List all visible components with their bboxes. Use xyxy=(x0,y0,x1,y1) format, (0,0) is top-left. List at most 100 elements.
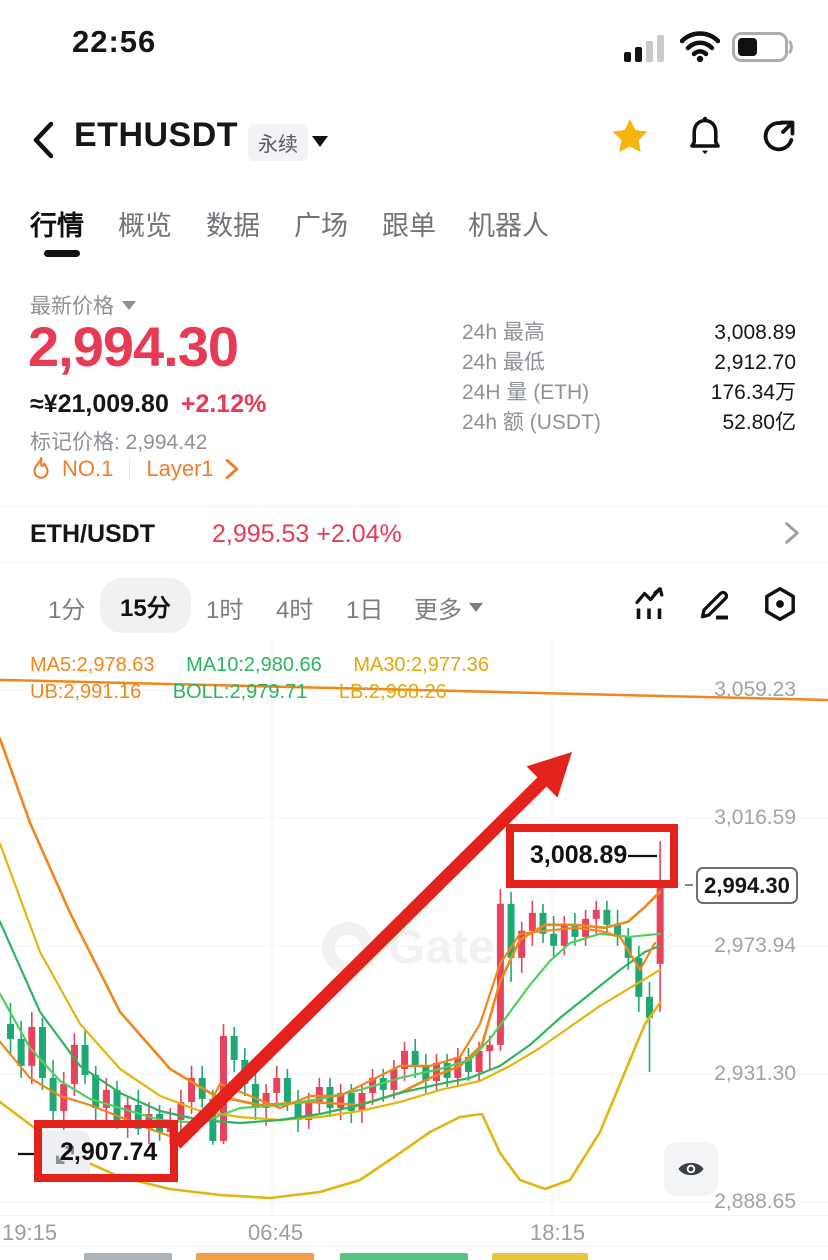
wifi-icon xyxy=(680,31,720,62)
candlestick-canvas[interactable] xyxy=(0,640,828,1215)
stat-row-volume: 24H 量 (ETH) 176.34万 xyxy=(462,378,796,408)
divider xyxy=(129,458,131,480)
clipped-legend-token xyxy=(196,1253,314,1260)
stat-label: 24h 最高 xyxy=(462,321,545,344)
stat-value: 2,912.70 xyxy=(714,351,796,374)
resize-arrows-icon xyxy=(56,1146,74,1164)
chart-settings-icon[interactable] xyxy=(762,586,798,622)
ma5-value: MA5:2,978.63 xyxy=(30,654,155,676)
x-axis-label: 18:15 xyxy=(530,1220,586,1245)
mark-price: 标记价格: 2,994.42 xyxy=(30,431,208,454)
stat-row-high: 24h 最高 3,008.89 xyxy=(462,318,796,348)
chart-tools xyxy=(634,586,798,622)
draw-pencil-icon[interactable] xyxy=(698,586,734,622)
spot-price: 2,995.53 xyxy=(212,520,310,548)
trend-arrow-shaft xyxy=(171,775,549,1149)
spot-row-link[interactable] xyxy=(784,520,800,551)
price-chart[interactable]: Gate MA5:2,978.63 MA10:2,980.66 MA30:2,9… xyxy=(0,640,828,1215)
tf-4h[interactable]: 4时 xyxy=(276,597,314,624)
clipped-legend-token xyxy=(340,1253,468,1260)
change-percent: +2.12% xyxy=(180,390,267,418)
fiat-price-row: ≈¥21,009.80 +2.12% xyxy=(30,390,266,419)
gate-watermark: Gate xyxy=(311,910,495,985)
clipped-legend-token xyxy=(492,1253,588,1260)
last-price-label: 最新价格 xyxy=(30,295,114,318)
ma-legend-row[interactable]: MA5:2,978.63 MA10:2,980.66 MA30:2,977.36 xyxy=(30,654,515,677)
last-price-selector[interactable]: 最新价格 xyxy=(30,290,136,320)
stat-label: 24h 最低 xyxy=(462,351,545,374)
stat-value: 176.34万 xyxy=(710,381,796,404)
tab-overview[interactable]: 概览 xyxy=(118,211,172,241)
stat-value: 52.80亿 xyxy=(722,411,796,434)
clipped-volume-legend xyxy=(0,1246,828,1260)
tab-bots[interactable]: 机器人 xyxy=(468,211,549,241)
tf-more[interactable]: 更多 xyxy=(414,590,483,625)
tab-square[interactable]: 广场 xyxy=(294,211,348,241)
notification-bell-icon[interactable] xyxy=(686,116,724,156)
tab-market[interactable]: 行情 xyxy=(30,211,84,241)
boll-value: BOLL:2,979.71 xyxy=(172,681,308,703)
back-button[interactable] xyxy=(30,120,56,165)
y-axis-label: 2,931.30 xyxy=(714,1062,796,1085)
rank-label: NO.1 xyxy=(62,456,114,481)
indicator-chart-icon[interactable] xyxy=(634,586,670,622)
last-price-value: 2,994.30 xyxy=(28,315,239,378)
boll-legend-row[interactable]: UB:2,991.16 BOLL:2,979.71 LB:2,968.26 xyxy=(30,681,473,704)
spot-pair-label: ETH/USDT xyxy=(30,520,155,548)
y-axis-label: 2,888.65 xyxy=(714,1190,796,1213)
y-axis-label: 3,059.23 xyxy=(714,678,796,701)
time-axis: 19:15 06:45 18:15 xyxy=(0,1215,828,1246)
x-axis-label: 19:15 xyxy=(2,1220,58,1245)
status-icons xyxy=(624,30,794,62)
divider xyxy=(0,506,828,507)
stats-24h: 24h 最高 3,008.89 24h 最低 2,912.70 24H 量 (ETH… xyxy=(462,318,796,438)
spot-quote: 2,995.53 +2.04% xyxy=(212,520,402,549)
lb-value: LB:2,968.26 xyxy=(338,681,447,703)
share-icon[interactable] xyxy=(760,116,798,156)
stat-label: 24H 量 (ETH) xyxy=(462,381,590,404)
chevron-down-icon xyxy=(469,603,483,612)
x-axis-label: 06:45 xyxy=(248,1220,304,1245)
flame-icon xyxy=(33,457,49,479)
stat-row-low: 24h 最低 2,912.70 xyxy=(462,348,796,378)
chevron-right-icon xyxy=(785,522,799,544)
chevron-right-icon xyxy=(225,458,238,480)
eye-icon xyxy=(678,1162,704,1176)
tf-15m-active[interactable]: 15分 xyxy=(100,578,191,633)
tf-1d[interactable]: 1日 xyxy=(346,597,384,624)
battery-icon xyxy=(732,32,793,62)
trend-arrow-head xyxy=(526,752,572,798)
chart-expand-button[interactable] xyxy=(40,1130,90,1180)
clipped-legend-token xyxy=(84,1253,172,1260)
favorite-star-icon[interactable] xyxy=(610,116,650,156)
period-low-label: 2,907.74 xyxy=(60,1138,158,1166)
tf-1m[interactable]: 1分 xyxy=(48,597,86,624)
stat-value: 3,008.89 xyxy=(714,321,796,344)
y-axis-label: 3,016.59 xyxy=(714,806,796,829)
tab-copytrade[interactable]: 跟单 xyxy=(382,211,436,241)
category-label: Layer1 xyxy=(146,456,214,481)
signal-strength-icon xyxy=(624,35,664,62)
high-highlight-box xyxy=(506,824,678,888)
fiat-value: ≈¥21,009.80 xyxy=(30,390,169,418)
period-high-label: 3,008.89 xyxy=(530,841,628,869)
symbol-title: ETHUSDT xyxy=(74,116,239,154)
ma30-value: MA30:2,977.36 xyxy=(353,654,489,676)
low-highlight-box xyxy=(34,1120,178,1182)
contract-type-badge: 永续 xyxy=(248,124,308,161)
status-time: 22:56 xyxy=(72,24,157,59)
tab-data[interactable]: 数据 xyxy=(206,211,260,241)
tf-1h[interactable]: 1时 xyxy=(206,597,244,624)
stat-label: 24h 额 (USDT) xyxy=(462,411,601,434)
active-tab-underline xyxy=(44,250,80,257)
watermark-text: Gate xyxy=(388,921,495,974)
rank-row[interactable]: NO.1 Layer1 xyxy=(30,456,240,482)
nav-actions xyxy=(610,116,798,156)
back-chevron-icon xyxy=(33,121,54,159)
visibility-button[interactable] xyxy=(664,1142,718,1196)
divider xyxy=(0,562,828,563)
ma10-value: MA10:2,980.66 xyxy=(186,654,322,676)
stat-row-turnover: 24h 额 (USDT) 52.80亿 xyxy=(462,408,796,438)
ub-value: UB:2,991.16 xyxy=(30,681,142,703)
symbol-dropdown-caret[interactable] xyxy=(312,136,328,147)
